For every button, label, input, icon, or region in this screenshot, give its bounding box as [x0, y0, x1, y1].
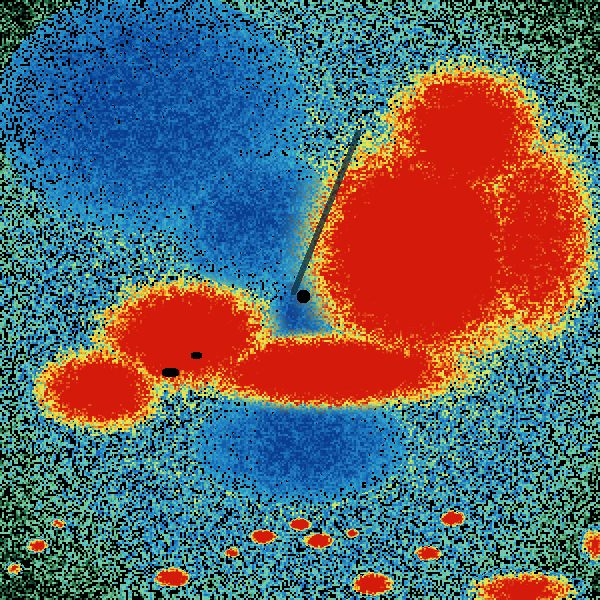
radar-raster-canvas — [0, 0, 600, 600]
radar-image-viewport — [0, 0, 600, 600]
